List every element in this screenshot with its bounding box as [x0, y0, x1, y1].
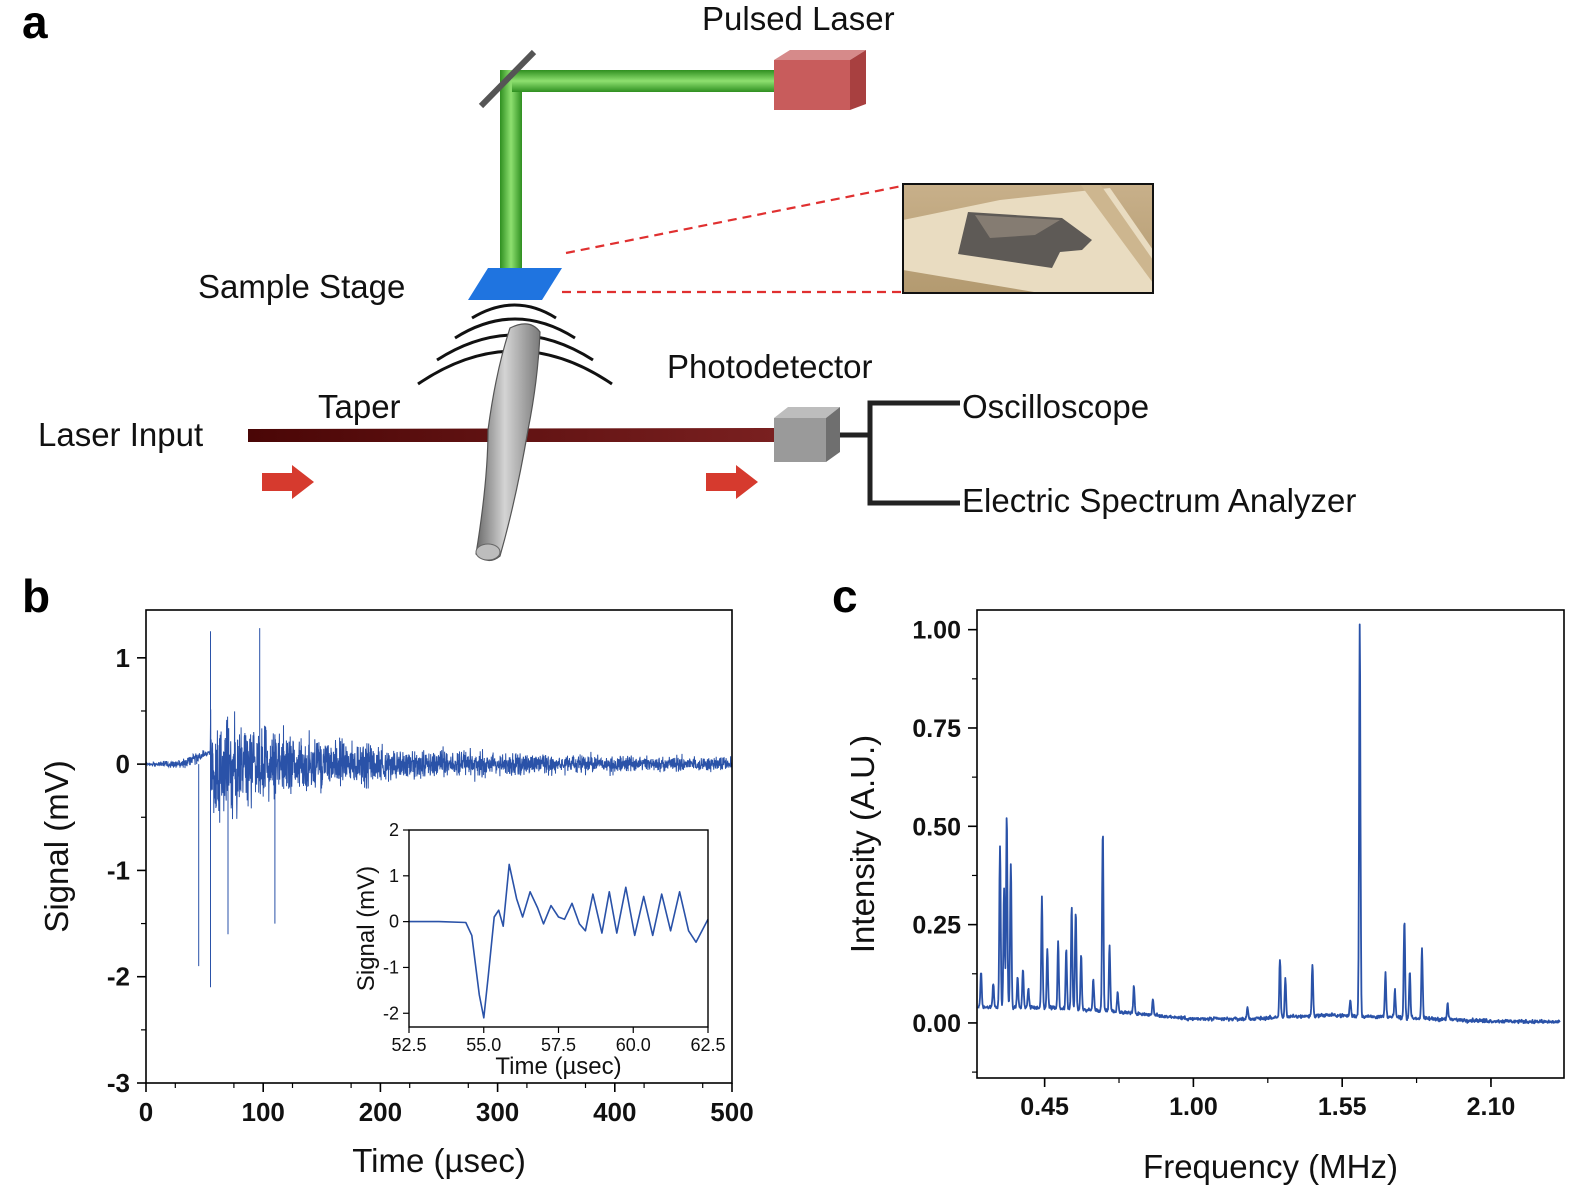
- taper-label: Taper: [318, 388, 401, 425]
- panel-label-c: c: [832, 570, 858, 622]
- pulsed-laser-label: Pulsed Laser: [702, 0, 895, 37]
- sample-photo: [902, 183, 1154, 294]
- y-tick-label: -2: [107, 962, 130, 992]
- spectrum-trace: [977, 623, 1561, 1025]
- x-tick-label: 300: [476, 1097, 519, 1127]
- inset-y-tick-label: 1: [389, 866, 399, 886]
- x-tick-label: 1.00: [1169, 1093, 1218, 1121]
- arrow-right: [706, 465, 758, 499]
- inset-x-tick-label: 55.0: [466, 1035, 501, 1055]
- x-tick-label: 400: [593, 1097, 636, 1127]
- x-axis-title-b: Time (µsec): [352, 1142, 526, 1179]
- inset-y-tick-label: 0: [389, 912, 399, 932]
- zoom-line-top: [565, 184, 903, 255]
- inset-x-tick-label: 52.5: [391, 1035, 426, 1055]
- plot-frame-c: [976, 609, 1565, 1079]
- mirror: [478, 49, 537, 109]
- panel-label-b: b: [22, 570, 50, 622]
- arrow-left: [262, 465, 314, 499]
- connector-lines: [840, 400, 960, 506]
- inset-y-tick-label: -2: [383, 1003, 399, 1023]
- y-tick-label: 1.00: [912, 617, 961, 645]
- inset-trace: [409, 863, 709, 1019]
- panel-label-a: a: [22, 0, 48, 48]
- plot-frame-b: [145, 609, 733, 1084]
- green-beam-vertical: [500, 70, 522, 280]
- sample-stage: [468, 268, 562, 300]
- inset-y-tick-label: -1: [383, 957, 399, 977]
- x-tick-label: 0.45: [1020, 1093, 1069, 1121]
- x-tick-label: 100: [242, 1097, 285, 1127]
- x-tick-label: 1.55: [1318, 1093, 1367, 1121]
- green-beam-horizontal: [512, 70, 780, 92]
- inset-y-tick-label: 2: [389, 820, 399, 840]
- laser-input-label: Laser Input: [38, 416, 203, 453]
- x-axis-title-c: Frequency (MHz): [1143, 1148, 1398, 1185]
- inset-x-tick-label: 57.5: [541, 1035, 576, 1055]
- inset-y-axis-title: Signal (mV): [353, 866, 380, 991]
- y-axis-title-c: Intensity (A.U.): [844, 735, 881, 953]
- y-tick-label: 1: [116, 643, 130, 673]
- signal-trace: [145, 628, 733, 988]
- y-tick-label: 0.75: [912, 715, 961, 743]
- x-tick-label: 2.10: [1467, 1093, 1516, 1121]
- chart-c: 0.45 1.00 1.55 2.10 0.00 0.25 0.50 0.75 1.00 Freq…: [844, 609, 1565, 1185]
- oscilloscope-label: Oscilloscope: [962, 388, 1149, 425]
- pulsed-laser-box: [774, 50, 866, 110]
- inset-background: [409, 830, 708, 1027]
- y-tick-label: 0.25: [912, 912, 961, 940]
- y-tick-label: 0.50: [912, 813, 961, 841]
- inset-x-axis-title: Time (µsec): [495, 1053, 621, 1080]
- inset-x-tick-label: 62.5: [690, 1035, 725, 1055]
- inset-x-tick-label: 60.0: [616, 1035, 651, 1055]
- x-tick-label: 500: [710, 1097, 753, 1127]
- y-tick-label: -1: [107, 855, 130, 885]
- y-axis-title-b: Signal (mV): [38, 760, 75, 932]
- x-tick-label: 200: [359, 1097, 402, 1127]
- esa-label: Electric Spectrum Analyzer: [962, 482, 1356, 519]
- y-tick-label: 0.00: [912, 1010, 961, 1038]
- acoustic-waves: [417, 303, 613, 386]
- taper: [475, 323, 541, 562]
- photodetector-label: Photodetector: [667, 348, 872, 385]
- y-tick-label: -3: [107, 1068, 130, 1098]
- chart-b: 0 100 200 300 400 500 -3 -2 -1 0 1 Time (µsec) Signa…: [38, 609, 754, 1179]
- x-tick-label: 0: [139, 1097, 153, 1127]
- photodetector-box: [774, 407, 840, 462]
- y-tick-label: 0: [116, 749, 130, 779]
- sample-stage-label: Sample Stage: [198, 268, 405, 305]
